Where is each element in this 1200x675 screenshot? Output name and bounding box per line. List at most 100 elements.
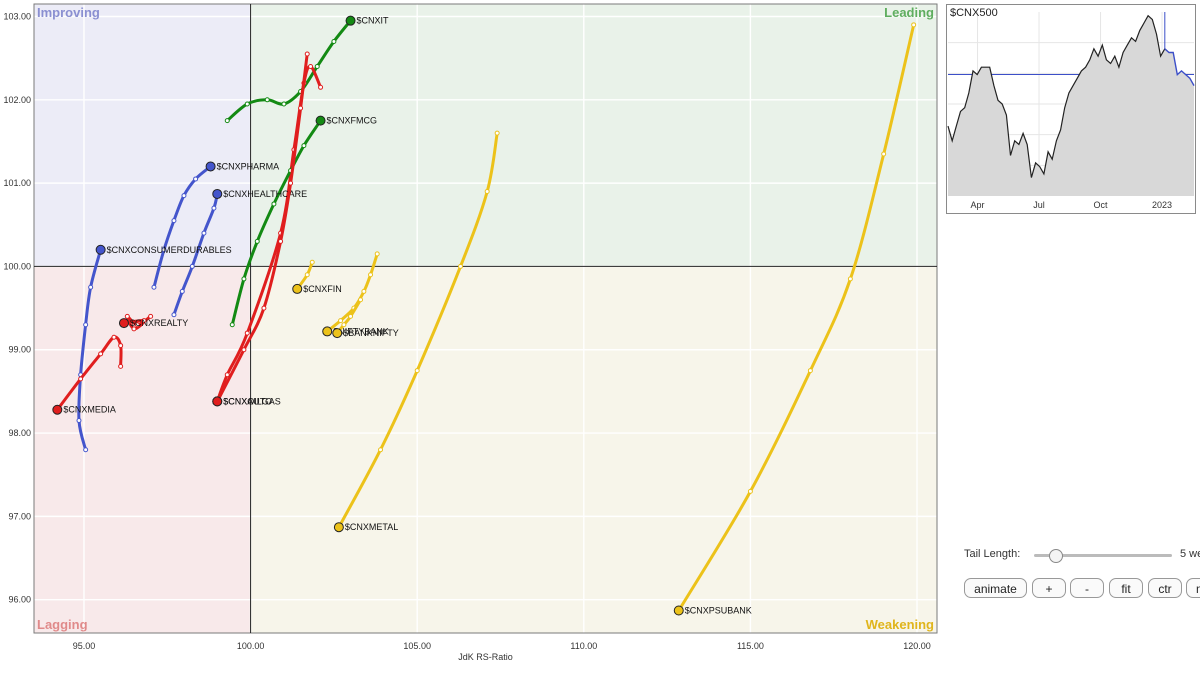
head-point xyxy=(52,404,63,415)
tail-point xyxy=(148,313,154,319)
series-cnxfmcg: $CNXFMCG xyxy=(229,115,377,328)
series-cnxconsumerdurables: $CNXCONSUMERDURABLES xyxy=(76,244,232,453)
x-tick-label: 120.00 xyxy=(903,641,931,651)
y-tick-label: 103.00 xyxy=(3,11,31,21)
symbol-label: $NIFTYBANK xyxy=(333,326,389,336)
quadrant-label-lagging: Lagging xyxy=(37,617,88,632)
center-button[interactable]: ctr xyxy=(1148,578,1182,598)
benchmark-mini-chart: Apr Jul Oct 2023 $CNX500 xyxy=(946,4,1196,214)
tail-point xyxy=(224,118,230,124)
tail-point xyxy=(118,343,124,349)
tail-point xyxy=(134,322,140,328)
quadrant-improving xyxy=(34,4,251,267)
symbol-label: $CNXAUTO xyxy=(223,396,272,406)
tail-point xyxy=(309,259,315,265)
series-cnxmedia: $CNXMEDIA xyxy=(52,334,124,415)
tail-length-slider[interactable] xyxy=(1034,549,1172,563)
head-point xyxy=(292,283,303,294)
zoom-in-button[interactable]: + xyxy=(1032,578,1066,598)
zoom-out-button[interactable]: - xyxy=(1070,578,1104,598)
symbol-label: $CNXCONSUMERDURABLES xyxy=(107,245,232,255)
tail-point xyxy=(304,51,310,57)
symbol-label: $BANKNIFTY xyxy=(343,328,399,338)
tail-point xyxy=(318,84,324,90)
tail-point xyxy=(494,130,500,136)
series-cnxmetal: $CNXMETAL xyxy=(333,130,500,533)
series-cnxit: $CNXIT xyxy=(224,15,390,124)
series-cnxpsubank: $CNXPSUBANK xyxy=(673,22,917,616)
head-point xyxy=(212,396,223,407)
tail-point xyxy=(179,288,185,294)
tail-point xyxy=(271,201,277,207)
x-tick-label: 100.00 xyxy=(237,641,265,651)
series-cnxhealthcare: $CNXHEALTHCARE xyxy=(171,188,307,318)
y-tick-label: 98.00 xyxy=(8,428,31,438)
head-point xyxy=(333,522,344,533)
rrg-chart: $CNXIT $CNXAUTO $CNXFMCG $CNXPHARMA $CNXHEAL… xyxy=(3,3,938,662)
tail-point xyxy=(241,347,247,353)
y-tick-label: 102.00 xyxy=(3,95,31,105)
rotation-tails: $CNXIT $CNXAUTO $CNXFMCG $CNXPHARMA $CNXHEAL… xyxy=(52,15,917,616)
tail-point xyxy=(304,272,310,278)
quadrant-label-weakening: Weakening xyxy=(866,617,934,632)
head-point xyxy=(95,244,106,255)
plot-frame xyxy=(33,3,938,634)
symbol-label: $CNXHEALTHCARE xyxy=(223,189,307,199)
tail-point xyxy=(98,351,104,357)
tail-point xyxy=(414,368,420,374)
symbol-label: $CNXPSUBANK xyxy=(685,606,752,616)
tail-point xyxy=(83,322,89,328)
head-point xyxy=(345,15,356,26)
series-cnxoilgas: $CNXOILGAS xyxy=(212,51,310,407)
symbol-label: $CNXMEDIA xyxy=(63,405,116,415)
y-tick-label: 96.00 xyxy=(8,595,31,605)
x-tick-label: 95.00 xyxy=(73,641,96,651)
tick-labels: 95.00 100.00 105.00 110.00 115.00 120.00 96.00… xyxy=(3,11,930,651)
tail-point xyxy=(331,38,337,44)
tail-point xyxy=(141,318,147,324)
head-point xyxy=(315,115,326,126)
tail-point xyxy=(314,63,320,69)
tail-point xyxy=(181,193,187,199)
tail-point xyxy=(124,313,130,319)
tail-point xyxy=(171,218,177,224)
tail-point xyxy=(244,101,250,107)
tail-point xyxy=(131,326,137,332)
more-button[interactable]: m xyxy=(1186,578,1200,598)
tail-point xyxy=(911,22,917,28)
symbol-label: $CNXIT xyxy=(357,16,390,26)
tail-point xyxy=(241,276,247,282)
quadrant-leading xyxy=(250,4,937,267)
head-point xyxy=(205,161,216,172)
tail-point xyxy=(88,284,94,290)
tail-point xyxy=(264,97,270,103)
mini-x-label: Jul xyxy=(1033,200,1045,210)
mini-x-label: Oct xyxy=(1094,200,1109,210)
mini-chart-x-labels: Apr Jul Oct 2023 xyxy=(971,200,1173,210)
tail-point xyxy=(484,188,490,194)
tail-point xyxy=(278,238,284,244)
head-point xyxy=(118,318,129,329)
series-cnxfin: $CNXFIN xyxy=(292,259,342,294)
tail-point xyxy=(288,180,294,186)
tail-point xyxy=(244,330,250,336)
symbol-label: $CNXREALTY xyxy=(130,318,188,328)
x-tick-label: 115.00 xyxy=(737,641,764,651)
head-point xyxy=(212,188,223,199)
center-axes xyxy=(34,4,937,633)
tail-point xyxy=(229,322,235,328)
tail-length-slider-handle[interactable] xyxy=(1048,549,1063,563)
tail-point xyxy=(378,447,384,453)
fit-button[interactable]: fit xyxy=(1109,578,1143,598)
head-point xyxy=(673,605,684,616)
quadrant-lagging xyxy=(34,266,251,633)
tail-point xyxy=(261,305,267,311)
tail-point xyxy=(193,176,199,182)
animate-button[interactable]: animate xyxy=(964,578,1027,598)
tail-point xyxy=(458,263,464,269)
x-tick-label: 110.00 xyxy=(570,641,597,651)
tail-point xyxy=(161,247,167,253)
series-banknifty: $BANKNIFTY xyxy=(332,297,399,339)
y-tick-label: 97.00 xyxy=(8,511,31,521)
tail-length-value: 5 we xyxy=(1180,548,1200,560)
